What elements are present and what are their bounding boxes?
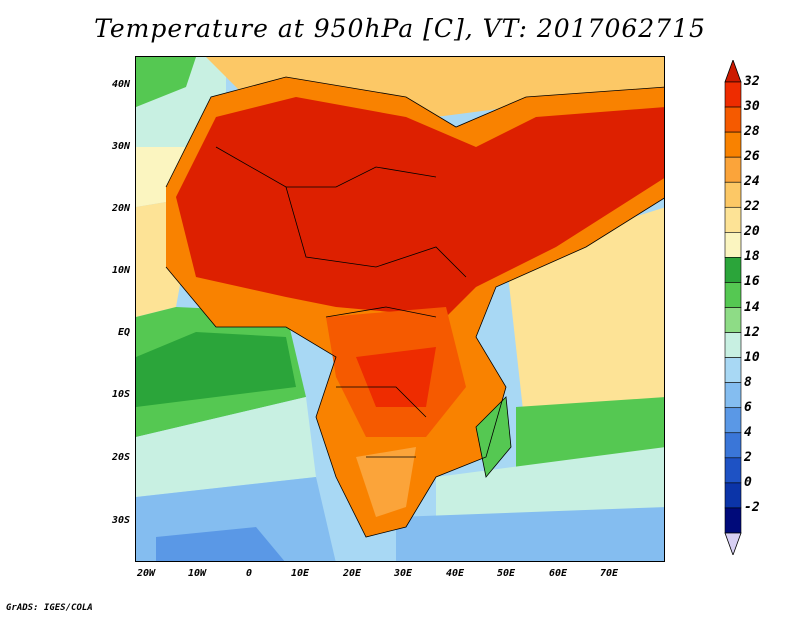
colorbar-segment	[724, 357, 742, 383]
lat-label-eq: EQ	[117, 327, 130, 338]
colorbar-segment	[724, 81, 742, 108]
colorbar-label: 22	[744, 199, 760, 215]
colorbar-segment	[724, 432, 742, 459]
colorbar-segment	[724, 206, 742, 233]
colorbar-segment	[724, 482, 742, 509]
colorbar-label: 20	[744, 224, 760, 240]
lon-label-20w: 20W	[136, 568, 156, 579]
lon-label-0: 0	[245, 568, 253, 579]
lon-label-20e: 20E	[342, 568, 362, 579]
colorbar-label: 30	[744, 99, 760, 115]
southern-africa-warm	[356, 447, 416, 517]
colorbar-segment	[724, 257, 742, 283]
colorbar-segment	[724, 307, 742, 333]
sahara-hot-core	[176, 97, 664, 317]
lat-label-40n: 40N	[111, 79, 130, 90]
lat-label-20s: 20S	[111, 452, 130, 463]
lon-label-30e: 30E	[393, 568, 413, 579]
lon-label-60e: 60E	[548, 568, 568, 579]
colorbar-segment	[724, 457, 742, 484]
lon-label-10e: 10E	[290, 568, 310, 579]
lat-label-20n: 20N	[111, 203, 130, 214]
colorbar-label: 12	[744, 324, 760, 340]
ocean-indian-south	[436, 447, 664, 527]
ocean-indian-cold	[396, 507, 664, 561]
congo-hot	[356, 347, 436, 407]
colorbar-label: 18	[744, 249, 760, 265]
colorbar-label: 16	[744, 274, 760, 290]
colorbar-segment	[724, 382, 742, 409]
lon-label-50e: 50E	[496, 568, 516, 579]
colorbar-label: 6	[744, 399, 752, 415]
lon-label-40e: 40E	[445, 568, 465, 579]
colorbar-segment	[724, 407, 742, 434]
colorbar	[724, 60, 742, 555]
colorbar-label: 24	[744, 174, 760, 190]
lat-label-10s: 10S	[111, 389, 130, 400]
colorbar-label: 28	[744, 124, 760, 140]
colorbar-segment	[724, 106, 742, 133]
colorbar-segment	[724, 332, 742, 358]
lat-label-10n: 10N	[111, 265, 130, 276]
colorbar-label: 0	[744, 474, 752, 490]
ocean-south-atlantic	[136, 397, 316, 497]
colorbar-label: -2	[744, 499, 760, 515]
lat-label-30n: 30N	[111, 141, 130, 152]
colorbar-label: 10	[744, 349, 760, 365]
lat-label-30s: 30S	[111, 515, 130, 526]
colorbar-segment	[724, 232, 742, 258]
lon-label-70e: 70E	[599, 568, 619, 579]
lon-label-10w: 10W	[187, 568, 207, 579]
map-panel	[135, 56, 665, 562]
colorbar-label: 32	[744, 74, 760, 89]
colorbar-segment	[724, 282, 742, 308]
colorbar-segment	[724, 181, 742, 208]
colorbar-label: 2	[744, 449, 752, 465]
colorbar-label: 8	[744, 374, 752, 390]
credit-text: GrADS: IGES/COLA	[6, 603, 93, 613]
colorbar-label: 4	[744, 424, 752, 440]
chart-title: Temperature at 950hPa [C], VT: 201706271…	[94, 14, 706, 43]
colorbar-label: 26	[744, 149, 760, 165]
colorbar-label: 14	[744, 299, 760, 315]
country-boundaries	[165, 76, 664, 538]
colorbar-top-arrow	[724, 60, 742, 83]
ocean-southern-blue	[156, 527, 285, 561]
ocean-green-core	[136, 332, 296, 407]
colorbar-segment	[724, 156, 742, 183]
colorbar-bottom-arrow	[724, 532, 742, 555]
colorbar-segment	[724, 507, 742, 534]
ocean-nw-green	[136, 57, 196, 107]
temperature-field	[136, 57, 664, 561]
colorbar-segment	[724, 131, 742, 158]
